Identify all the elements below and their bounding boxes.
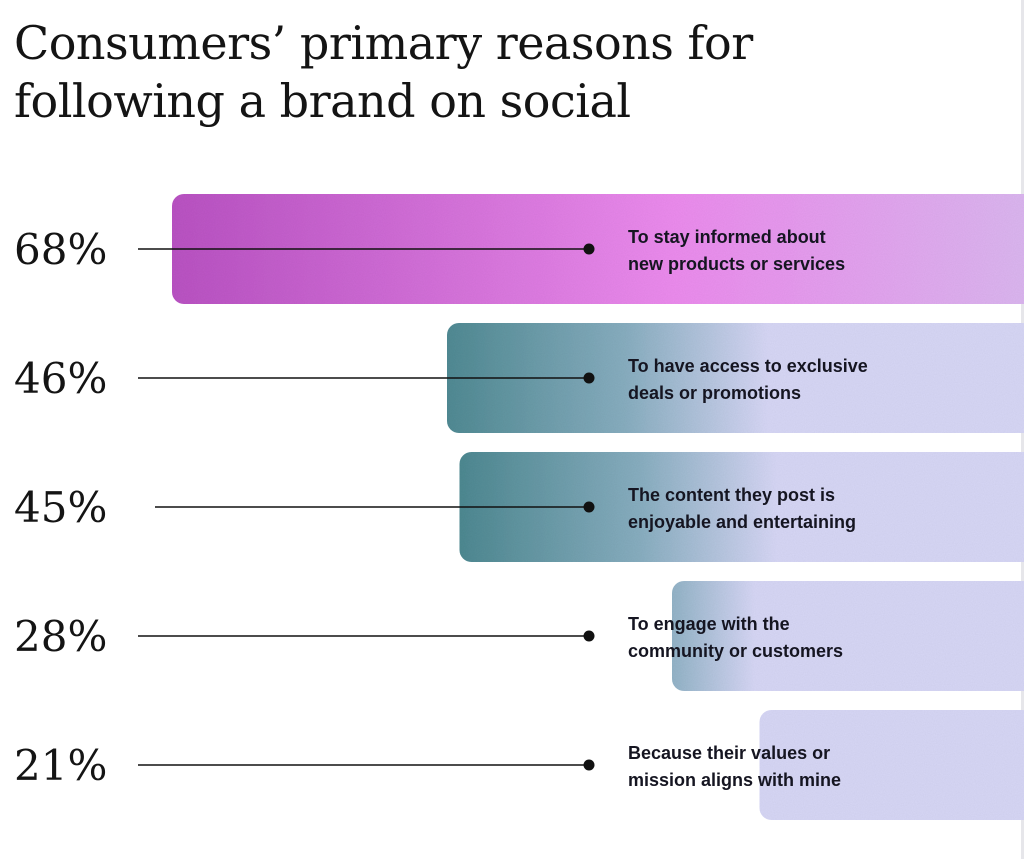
leader-dot-4 — [583, 630, 595, 642]
value-label-4: 28% — [14, 612, 107, 661]
category-label-1-line-2: new products or services — [628, 254, 845, 274]
chart-title: Consumers’ primary reasons for following… — [14, 14, 974, 130]
category-label-2-line-1: To have access to exclusive — [628, 356, 868, 376]
leader-dot-5 — [583, 759, 595, 771]
leader-dot-3 — [583, 501, 595, 513]
value-label-1: 68% — [14, 225, 107, 274]
category-label-5-line-1: Because their values or — [628, 743, 830, 763]
value-label-3: 45% — [14, 483, 107, 532]
bar-1 — [172, 194, 1024, 304]
bar-2 — [447, 323, 1024, 433]
category-label-3-line-2: enjoyable and entertaining — [628, 512, 856, 532]
title-line-1: Consumers’ primary reasons for — [14, 16, 753, 70]
category-label-4-line-2: community or customers — [628, 641, 843, 661]
category-label-2-line-2: deals or promotions — [628, 383, 801, 403]
value-label-5: 21% — [14, 741, 107, 790]
bar-3 — [459, 452, 1024, 562]
title-line-2: following a brand on social — [14, 74, 631, 128]
category-label-3-line-1: The content they post is — [628, 485, 835, 505]
category-label-4-line-1: To engage with the — [628, 614, 790, 634]
category-label-5-line-2: mission aligns with mine — [628, 770, 841, 790]
value-label-2: 46% — [14, 354, 107, 403]
category-label-1-line-1: To stay informed about — [628, 227, 826, 247]
leader-dot-2 — [583, 372, 595, 384]
bar-5 — [759, 710, 1024, 820]
bar-4 — [672, 581, 1024, 691]
leader-dot-1 — [583, 243, 595, 255]
